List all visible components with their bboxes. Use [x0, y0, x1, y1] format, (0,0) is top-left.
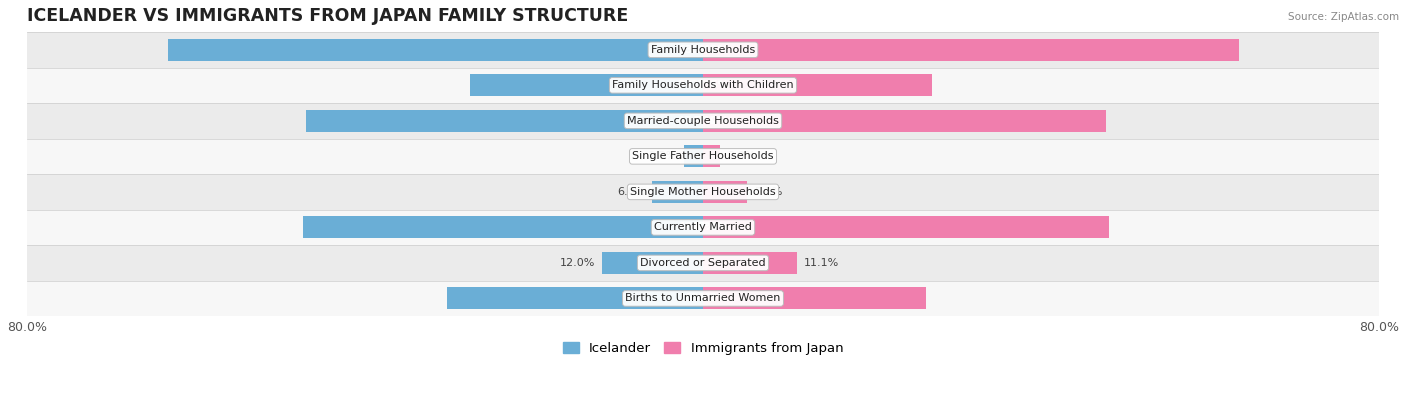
Bar	[703, 181, 747, 203]
Text: 30.3%: 30.3%	[690, 293, 728, 303]
Bar	[27, 281, 1379, 316]
Bar	[447, 288, 703, 309]
Text: Family Households with Children: Family Households with Children	[612, 80, 794, 90]
Text: Divorced or Separated: Divorced or Separated	[640, 258, 766, 268]
Bar	[703, 110, 1107, 132]
Text: Family Households: Family Households	[651, 45, 755, 55]
Text: 26.4%: 26.4%	[676, 293, 716, 303]
Text: 6.0%: 6.0%	[617, 187, 645, 197]
Text: 47.7%: 47.7%	[676, 116, 716, 126]
Bar	[27, 32, 1379, 68]
Bar	[27, 174, 1379, 210]
Bar	[27, 68, 1379, 103]
Bar	[602, 252, 703, 274]
Text: 11.1%: 11.1%	[804, 258, 839, 268]
Bar	[27, 245, 1379, 281]
Bar	[470, 74, 703, 96]
Bar	[703, 74, 932, 96]
Text: 47.0%: 47.0%	[690, 116, 728, 126]
Text: 63.4%: 63.4%	[676, 45, 716, 55]
Bar	[652, 181, 703, 203]
Bar	[703, 288, 927, 309]
Text: 27.6%: 27.6%	[690, 80, 730, 90]
Bar	[169, 39, 703, 61]
Bar	[683, 145, 703, 167]
Text: ICELANDER VS IMMIGRANTS FROM JAPAN FAMILY STRUCTURE: ICELANDER VS IMMIGRANTS FROM JAPAN FAMIL…	[27, 7, 628, 25]
Bar	[703, 39, 1239, 61]
Bar	[304, 216, 703, 239]
Bar	[703, 145, 720, 167]
Bar	[27, 210, 1379, 245]
Text: Currently Married: Currently Married	[654, 222, 752, 232]
Text: 63.3%: 63.3%	[690, 45, 728, 55]
Text: 2.3%: 2.3%	[648, 151, 676, 162]
Text: Single Mother Households: Single Mother Households	[630, 187, 776, 197]
Text: Married-couple Households: Married-couple Households	[627, 116, 779, 126]
Text: 48.0%: 48.0%	[678, 222, 716, 232]
Text: 47.3%: 47.3%	[690, 222, 728, 232]
Text: Source: ZipAtlas.com: Source: ZipAtlas.com	[1288, 12, 1399, 22]
Text: 12.0%: 12.0%	[560, 258, 595, 268]
Bar	[27, 103, 1379, 139]
Bar	[307, 110, 703, 132]
Bar	[703, 252, 797, 274]
Legend: Icelander, Immigrants from Japan: Icelander, Immigrants from Japan	[557, 337, 849, 361]
Text: 2.0%: 2.0%	[727, 151, 755, 162]
Text: 5.2%: 5.2%	[754, 187, 782, 197]
Text: Single Father Households: Single Father Households	[633, 151, 773, 162]
Bar	[27, 139, 1379, 174]
Text: Births to Unmarried Women: Births to Unmarried Women	[626, 293, 780, 303]
Bar	[703, 216, 1109, 239]
Text: 27.1%: 27.1%	[678, 80, 716, 90]
